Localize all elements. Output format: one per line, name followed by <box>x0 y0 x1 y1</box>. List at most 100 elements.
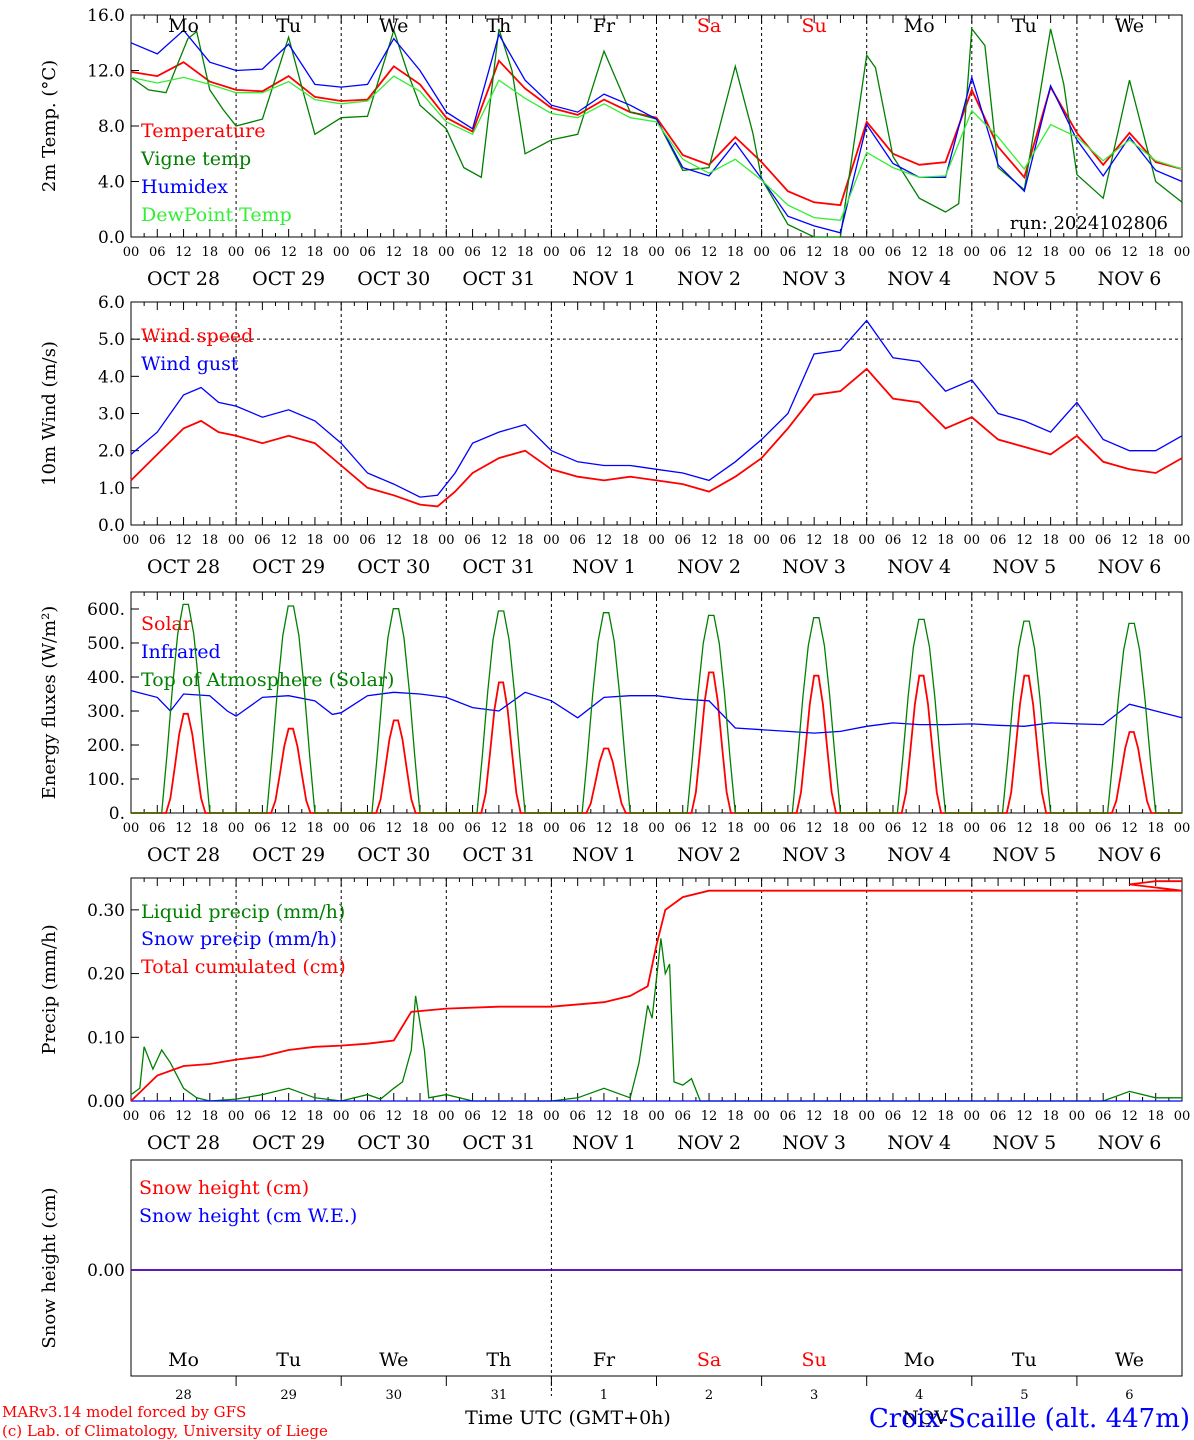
hour-tick-label: 12 <box>385 1109 402 1124</box>
hour-tick-label: 18 <box>727 821 744 836</box>
hour-tick-label: 00 <box>753 245 770 260</box>
hour-tick-label: 12 <box>385 533 402 548</box>
weekday-label: We <box>1115 1349 1144 1371</box>
hour-tick-label: 06 <box>569 1109 586 1124</box>
weekday-label: Fr <box>593 15 616 37</box>
hour-tick-label: 12 <box>911 1109 928 1124</box>
weekday-label: Tu <box>276 1349 301 1371</box>
y-tick-label: 12.0 <box>87 62 125 82</box>
date-label: OCT 29 <box>252 1132 325 1154</box>
hour-tick-label: 00 <box>228 1109 245 1124</box>
hour-tick-label: 00 <box>648 1109 665 1124</box>
hour-tick-label: 18 <box>307 533 324 548</box>
hour-tick-label: 18 <box>937 533 954 548</box>
hour-tick-label: 06 <box>990 821 1007 836</box>
hour-tick-label: 06 <box>885 1109 902 1124</box>
hour-tick-label: 12 <box>596 245 613 260</box>
hour-tick-label: 00 <box>543 1109 560 1124</box>
hour-tick-label: 12 <box>596 1109 613 1124</box>
date-label: NOV 3 <box>782 556 846 578</box>
y-tick-label: 600. <box>87 600 125 620</box>
weekday-label: Mo <box>904 15 935 37</box>
hour-tick-label: 00 <box>333 533 350 548</box>
date-label: OCT 30 <box>357 844 430 866</box>
hour-tick-label: 18 <box>307 245 324 260</box>
hour-tick-label: 06 <box>149 821 166 836</box>
weekday-label: Th <box>486 15 511 37</box>
y-axis-label: Snow height (cm) <box>39 1187 60 1348</box>
hour-tick-label: 12 <box>701 533 718 548</box>
x-axis-title: Time UTC (GMT+0h) <box>465 1407 671 1429</box>
hour-tick-label: 12 <box>1016 533 1033 548</box>
hour-tick-label: 06 <box>359 533 376 548</box>
date-label: NOV 5 <box>992 556 1056 578</box>
hour-tick-label: 12 <box>1121 821 1138 836</box>
hour-tick-label: 18 <box>622 1109 639 1124</box>
hour-tick-label: 06 <box>1095 1109 1112 1124</box>
y-axis-label: Precip (mm/h) <box>39 924 60 1054</box>
hour-tick-label: 00 <box>753 533 770 548</box>
hour-tick-label: 18 <box>1042 821 1059 836</box>
day-number-label: 31 <box>491 1388 508 1403</box>
hour-tick-label: 06 <box>464 821 481 836</box>
hour-tick-label: 18 <box>202 1109 219 1124</box>
hour-tick-label: 12 <box>806 245 823 260</box>
station-name: Croix-Scaille (alt. 447m) <box>869 1404 1190 1434</box>
hour-tick-label: 00 <box>1174 245 1191 260</box>
y-tick-label: 100. <box>87 770 125 790</box>
y-tick-label: 16.0 <box>87 6 125 26</box>
y-tick-label: 2.0 <box>98 442 125 462</box>
legend-entry: Snow height (cm W.E.) <box>139 1205 357 1227</box>
hour-tick-label: 18 <box>1147 533 1164 548</box>
hour-tick-label: 18 <box>727 533 744 548</box>
y-tick-label: 8.0 <box>98 117 125 137</box>
date-label: NOV 4 <box>887 268 951 290</box>
hour-tick-label: 00 <box>1174 1109 1191 1124</box>
hour-tick-label: 06 <box>464 245 481 260</box>
hour-tick-label: 18 <box>832 245 849 260</box>
hour-tick-label: 00 <box>648 533 665 548</box>
hour-tick-label: 06 <box>675 245 692 260</box>
day-number-label: 5 <box>1020 1388 1028 1403</box>
hour-tick-label: 18 <box>832 821 849 836</box>
weekday-label: Tu <box>276 15 301 37</box>
hour-tick-label: 06 <box>569 821 586 836</box>
legend-entry: Solar <box>141 613 193 635</box>
legend-entry: Vigne temp <box>140 148 251 170</box>
y-tick-label: 4.0 <box>98 173 125 193</box>
legend-entry: Infrared <box>141 641 221 663</box>
run-annotation: run: 2024102806 <box>1010 213 1168 234</box>
hour-tick-label: 00 <box>123 821 140 836</box>
hour-tick-label: 00 <box>228 821 245 836</box>
date-label: NOV 3 <box>782 268 846 290</box>
hour-tick-label: 06 <box>675 821 692 836</box>
hour-tick-label: 00 <box>1069 533 1086 548</box>
hour-tick-label: 18 <box>832 533 849 548</box>
date-label: NOV 2 <box>677 1132 741 1154</box>
hour-tick-label: 06 <box>990 245 1007 260</box>
hour-tick-label: 00 <box>858 533 875 548</box>
weekday-label: Tu <box>1012 15 1037 37</box>
hour-tick-label: 06 <box>675 533 692 548</box>
hour-tick-label: 12 <box>175 1109 192 1124</box>
hour-tick-label: 00 <box>964 245 981 260</box>
panel-frame-2 <box>130 301 1183 526</box>
hour-tick-label: 18 <box>727 1109 744 1124</box>
hour-tick-label: 18 <box>937 245 954 260</box>
hour-tick-label: 06 <box>359 821 376 836</box>
date-label: NOV 5 <box>992 268 1056 290</box>
hour-tick-label: 06 <box>149 245 166 260</box>
model-credit: MARv3.14 model forced by GFS <box>2 1403 246 1421</box>
hour-tick-label: 00 <box>753 1109 770 1124</box>
date-label: OCT 30 <box>357 1132 430 1154</box>
hour-tick-label: 18 <box>517 1109 534 1124</box>
hour-tick-label: 00 <box>858 1109 875 1124</box>
hour-tick-label: 00 <box>228 533 245 548</box>
hour-tick-label: 00 <box>1069 1109 1086 1124</box>
date-label: NOV 3 <box>782 844 846 866</box>
hour-tick-label: 06 <box>990 1109 1007 1124</box>
hour-tick-label: 18 <box>1042 1109 1059 1124</box>
hour-tick-label: 18 <box>412 821 429 836</box>
hour-tick-label: 18 <box>622 533 639 548</box>
hour-tick-label: 00 <box>123 533 140 548</box>
